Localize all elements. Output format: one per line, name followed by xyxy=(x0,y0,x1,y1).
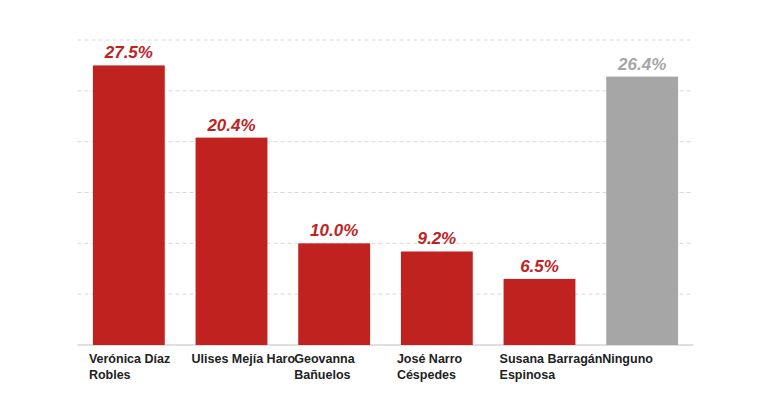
grid-line xyxy=(78,243,694,244)
data-label: 10.0% xyxy=(310,221,358,240)
data-label: 9.2% xyxy=(417,229,456,248)
data-label: 26.4% xyxy=(617,55,666,74)
category-label: Verónica Díaz Robles xyxy=(89,351,193,383)
bar xyxy=(606,77,678,345)
category-label: José Narro Céspedes xyxy=(397,351,501,383)
category-label: Susana Barragán Espinosa xyxy=(500,351,604,383)
bar xyxy=(504,279,576,345)
bar xyxy=(401,251,473,345)
grid-line xyxy=(78,192,694,193)
chart-svg: 27.5% 20.4% 10.0% 9.2% 6.5% 26.4% xyxy=(0,0,771,396)
category-label: Geovanna Bañuelos xyxy=(294,351,398,383)
data-label: 27.5% xyxy=(104,43,153,62)
grid-line xyxy=(78,141,694,142)
grid-line xyxy=(78,294,694,295)
bar xyxy=(298,243,370,345)
grid-line xyxy=(78,90,694,91)
data-label: 20.4% xyxy=(206,116,255,135)
bar xyxy=(93,65,165,345)
category-label: Ninguno xyxy=(602,351,706,367)
category-label: Ulises Mejía Haro xyxy=(192,351,296,367)
baseline xyxy=(78,345,694,346)
bars xyxy=(93,65,678,345)
data-label: 6.5% xyxy=(520,257,559,276)
grid-line xyxy=(78,40,694,41)
bar xyxy=(196,138,268,345)
